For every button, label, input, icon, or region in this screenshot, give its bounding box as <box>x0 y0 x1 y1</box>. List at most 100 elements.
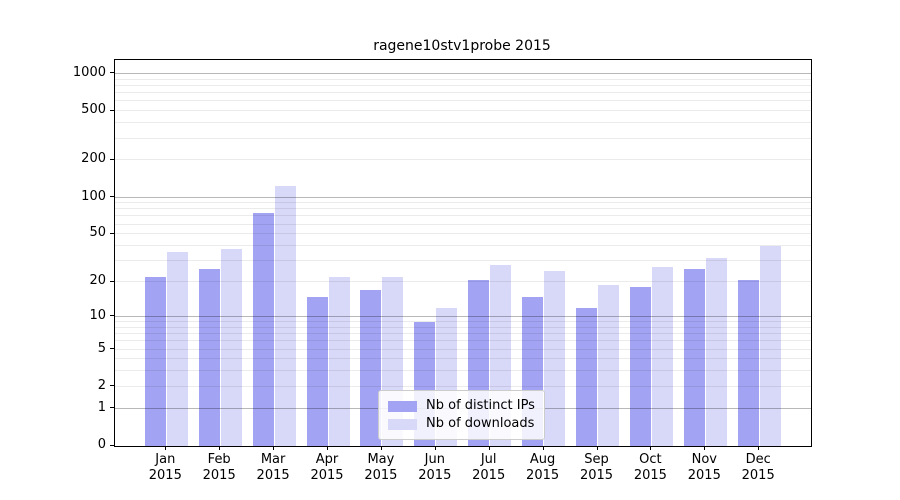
x-tick-mark-aug <box>542 446 544 450</box>
bar-distinct-ips-jan <box>144 277 166 446</box>
x-tick-label-jul: Jul 2015 <box>472 452 506 483</box>
y-tick-label-2: 2 <box>97 377 106 393</box>
x-tick-mark-may <box>380 446 382 450</box>
x-tick-label-oct: Oct 2015 <box>633 452 667 483</box>
major-gridline-1000 <box>115 72 811 74</box>
bar-distinct-ips-oct <box>629 287 651 446</box>
y-tick-mark-1 <box>110 407 114 409</box>
bar-downloads-nov <box>705 257 727 446</box>
minor-gridline-400 <box>115 122 811 124</box>
y-tick-label-20: 20 <box>89 273 106 288</box>
y-tick-label-1000: 1000 <box>72 64 106 80</box>
bar-downloads-feb <box>220 248 242 446</box>
y-tick-label-5: 5 <box>97 340 106 356</box>
x-tick-mark-nov <box>704 446 706 450</box>
x-tick-mark-jul <box>488 446 490 450</box>
y-tick-label-100: 100 <box>81 188 106 204</box>
y-tick-label-200: 200 <box>81 151 106 167</box>
legend-label-distinct-ips: Nb of distinct IPs <box>426 398 535 413</box>
bar-downloads-aug <box>544 270 566 446</box>
legend-swatch-distinct-ips <box>388 400 417 412</box>
minor-gridline-500 <box>115 110 811 112</box>
y-tick-mark-100 <box>110 196 114 197</box>
bar-distinct-ips-nov <box>683 268 705 446</box>
bar-downloads-jan <box>166 251 188 446</box>
minor-gridline-8 <box>115 326 811 328</box>
legend-swatch-downloads <box>388 418 417 430</box>
bar-downloads-mar <box>274 186 296 446</box>
y-tick-mark-10 <box>110 315 114 317</box>
minor-gridline-4 <box>115 358 811 360</box>
minor-gridline-800 <box>115 84 811 86</box>
minor-gridline-50 <box>115 233 811 235</box>
x-tick-label-may: May 2015 <box>364 452 398 483</box>
y-tick-mark-5 <box>110 348 114 349</box>
minor-gridline-90 <box>115 202 811 204</box>
x-tick-label-nov: Nov 2015 <box>687 452 721 483</box>
bar-downloads-apr <box>328 277 350 446</box>
minor-gridline-60 <box>115 223 811 225</box>
minor-gridline-6 <box>115 340 811 342</box>
bar-distinct-ips-dec <box>737 279 759 446</box>
y-tick-label-1: 1 <box>97 399 106 415</box>
x-tick-label-dec: Dec 2015 <box>741 452 775 483</box>
minor-gridline-200 <box>115 159 811 161</box>
y-tick-mark-0 <box>110 444 114 446</box>
x-tick-mark-feb <box>219 446 221 450</box>
minor-gridline-30 <box>115 260 811 262</box>
x-tick-label-aug: Aug 2015 <box>526 452 560 483</box>
x-tick-label-sep: Sep 2015 <box>579 452 614 483</box>
bar-downloads-dec <box>759 246 781 446</box>
x-tick-mark-mar <box>273 446 275 450</box>
bar-distinct-ips-feb <box>198 268 220 446</box>
legend-entry-downloads: Nb of downloads <box>388 415 535 433</box>
x-tick-label-mar: Mar 2015 <box>256 452 290 483</box>
minor-gridline-600 <box>115 100 811 102</box>
minor-gridline-700 <box>115 92 811 94</box>
bar-distinct-ips-mar <box>252 212 274 446</box>
minor-gridline-20 <box>115 281 811 282</box>
x-tick-mark-sep <box>596 446 598 450</box>
minor-gridline-40 <box>115 245 811 246</box>
minor-gridline-7 <box>115 333 811 334</box>
bar-distinct-ips-sep <box>576 307 597 446</box>
x-tick-label-jun: Jun 2015 <box>418 452 452 483</box>
x-tick-mark-apr <box>327 446 328 450</box>
chart-title: ragene10stv1probe 2015 <box>373 38 551 54</box>
x-tick-mark-jan <box>165 446 167 450</box>
minor-gridline-900 <box>115 78 811 80</box>
y-tick-mark-20 <box>110 280 114 282</box>
minor-gridline-70 <box>115 215 811 217</box>
y-tick-mark-50 <box>110 232 114 234</box>
y-tick-label-0: 0 <box>97 437 106 452</box>
y-tick-mark-500 <box>110 109 114 111</box>
minor-gridline-300 <box>115 137 811 139</box>
x-tick-label-jan: Jan 2015 <box>148 452 182 483</box>
minor-gridline-2 <box>115 385 811 387</box>
bar-distinct-ips-apr <box>306 296 328 446</box>
y-tick-mark-1000 <box>110 72 114 74</box>
x-tick-label-apr: Apr 2015 <box>310 452 344 483</box>
major-gridline-10 <box>115 315 811 317</box>
bar-downloads-oct <box>651 266 673 446</box>
legend-entry-distinct-ips: Nb of distinct IPs <box>388 397 535 415</box>
major-gridline-100 <box>115 196 811 198</box>
x-tick-label-feb: Feb 2015 <box>202 452 236 483</box>
x-tick-mark-oct <box>650 446 652 450</box>
minor-gridline-3 <box>115 370 811 372</box>
bar-downloads-sep <box>598 284 619 446</box>
y-tick-label-500: 500 <box>81 102 106 118</box>
minor-gridline-80 <box>115 208 811 210</box>
y-tick-label-10: 10 <box>89 307 106 323</box>
y-tick-mark-200 <box>110 158 114 160</box>
y-tick-label-50: 50 <box>89 225 106 241</box>
x-tick-mark-dec <box>758 446 760 450</box>
bar-distinct-ips-may <box>360 290 382 446</box>
y-tick-mark-2 <box>110 385 114 387</box>
minor-gridline-9 <box>115 321 811 322</box>
legend-label-downloads: Nb of downloads <box>426 416 535 431</box>
legend: Nb of distinct IPs Nb of downloads <box>378 390 545 440</box>
x-tick-mark-jun <box>434 446 436 450</box>
minor-gridline-5 <box>115 348 811 350</box>
